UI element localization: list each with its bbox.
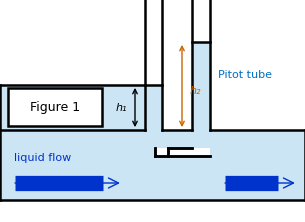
Text: Figure 1: Figure 1 [30, 101, 80, 113]
Text: h₂: h₂ [190, 86, 202, 96]
Bar [8, 88, 102, 126]
Bar [145, 85, 162, 130]
Bar [0, 0, 145, 85]
Bar [192, 0, 210, 42]
Bar [155, 148, 210, 156]
Text: Pitot tube: Pitot tube [218, 70, 272, 80]
Bar [192, 42, 210, 130]
Bar [145, 0, 192, 85]
Text: h₁: h₁ [116, 103, 127, 113]
Bar [0, 85, 145, 130]
Bar [145, 0, 162, 85]
Bar [0, 130, 305, 200]
Text: liquid flow: liquid flow [14, 153, 71, 163]
